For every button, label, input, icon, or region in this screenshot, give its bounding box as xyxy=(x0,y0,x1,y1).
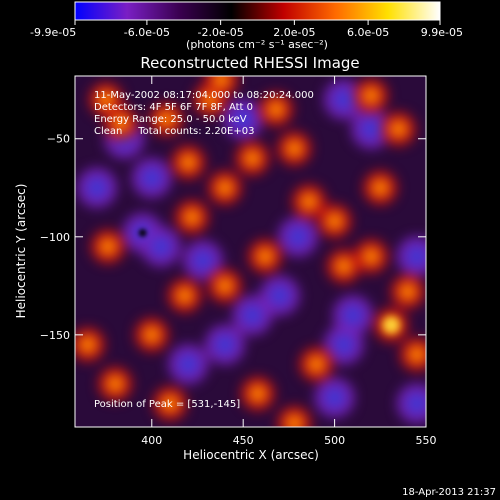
heatmap-cold-core xyxy=(361,118,382,139)
colorbar-tick-label: -9.9e-05 xyxy=(30,26,76,39)
colorbar-tick-label: -2.0e-05 xyxy=(198,26,244,39)
x-axis-title: Heliocentric X (arcsec) xyxy=(183,448,319,462)
heatmap-cold-core xyxy=(150,236,171,257)
x-tick-label: 550 xyxy=(416,434,437,447)
heatmap-cold-core xyxy=(233,109,254,130)
heatmap-hot-core xyxy=(325,212,344,231)
colorbar-tick-label: 6.0e-05 xyxy=(347,26,389,39)
heatmap-cold-core xyxy=(333,334,354,355)
heatmap-hot-core xyxy=(362,86,381,105)
heatmap-cold-core xyxy=(86,177,107,198)
heatmap-hot-core xyxy=(371,178,390,197)
heatmap-cold-core xyxy=(324,387,345,408)
annotation-detectors: Detectors: 4F 5F 6F 7F 8F, Att 0 xyxy=(94,102,253,113)
annotation-energy-range: Energy Range: 25.0 - 50.0 keV xyxy=(94,114,247,125)
heatmap-min xyxy=(138,228,147,237)
x-axis-ticks: 400 450 500 550 xyxy=(141,76,437,447)
heatmap-hot-core xyxy=(183,208,201,227)
heatmap-cold-core xyxy=(288,226,309,247)
heatmap-hot-core xyxy=(78,335,97,354)
colorbar-ticks xyxy=(74,20,441,25)
annotation-peak-position: Position of Peak = [531,-145] xyxy=(94,399,240,410)
heatmap-hot-core xyxy=(307,355,326,374)
heatmap-hot-core xyxy=(285,139,304,158)
heatmap-hot-core xyxy=(175,286,194,305)
heatmap-hot-core xyxy=(300,192,318,211)
heatmap-hot-core xyxy=(248,384,267,403)
colorbar-tick-label: 9.9e-05 xyxy=(421,26,463,39)
heatmap-peak xyxy=(383,317,400,334)
heatmap-hot-core xyxy=(97,90,116,109)
y-tick-label: −100 xyxy=(40,231,70,244)
heatmap-hot-core xyxy=(212,76,231,89)
colorbar-unit-label: (photons cm⁻² s⁻¹ asec⁻²) xyxy=(186,38,328,51)
heatmap-hot-core xyxy=(267,100,286,119)
heatmap-cold-core xyxy=(406,246,426,267)
heatmap-cold-core xyxy=(342,305,363,326)
heatmap-hot-core xyxy=(111,114,130,133)
heatmap-hot-core xyxy=(256,247,275,266)
y-tick-label: −50 xyxy=(47,133,70,146)
heatmap-area xyxy=(75,76,426,427)
heatmap-hot-core xyxy=(215,178,234,197)
heatmap-hot-core xyxy=(362,247,381,266)
heatmap-cold-core xyxy=(178,354,199,375)
colorbar-tick-label: -6.0e-05 xyxy=(124,26,170,39)
x-tick-label: 450 xyxy=(233,434,254,447)
heatmap-hot-core xyxy=(157,110,176,129)
heatmap-cold-core xyxy=(192,250,213,271)
heatmap-hot-core xyxy=(243,149,262,168)
colorbar-tick-label: 2.0e-05 xyxy=(273,26,315,39)
heatmap-hot-core xyxy=(98,237,117,256)
heatmap-cold-core xyxy=(141,167,162,188)
colorbar: -9.9e-05 -6.0e-05 -2.0e-05 2.0e-05 6.0e-05 9.… xyxy=(30,1,463,51)
heatmap-cold-core xyxy=(333,89,354,110)
heatmap-cold-core xyxy=(214,334,235,355)
heatmap-hot-core xyxy=(215,276,234,295)
heatmap-cold-core xyxy=(242,305,263,326)
plot-frame xyxy=(74,75,427,428)
annotation-clean-counts: Clean Total counts: 2.20E+03 xyxy=(94,126,254,137)
heatmap-hot-core xyxy=(285,414,304,427)
y-axis-ticks: −50 −100 −150 xyxy=(40,133,426,342)
heatmap-hot-core xyxy=(407,345,426,364)
footer-timestamp: 18-Apr-2013 21:37 xyxy=(402,487,496,498)
chart-title: Reconstructed RHESSI Image xyxy=(140,54,359,72)
heatmap-hot-core xyxy=(106,374,125,393)
y-axis-title: Heliocentric Y (arcsec) xyxy=(14,184,28,319)
heatmap-cold-core xyxy=(269,285,290,306)
colorbar-gradient xyxy=(74,1,441,21)
heatmap-cold-core xyxy=(406,393,426,414)
heatmap-hot-core xyxy=(398,282,417,301)
colorbar-tick-labels: -9.9e-05 -6.0e-05 -2.0e-05 2.0e-05 6.0e-05 9.… xyxy=(30,26,463,39)
annotation-time-range: 11-May-2002 08:17:04.000 to 08:20:24.000 xyxy=(94,90,314,101)
heatmap-hot-core xyxy=(334,257,353,276)
heatmap-hot-core xyxy=(179,153,198,172)
heatmap-hot-core xyxy=(142,325,161,344)
heatmap-hot-core xyxy=(389,119,408,138)
y-tick-label: −150 xyxy=(40,329,70,342)
x-tick-label: 400 xyxy=(141,434,162,447)
heatmap-hot-core xyxy=(161,394,180,413)
x-tick-label: 500 xyxy=(324,434,345,447)
annotation-block: 11-May-2002 08:17:04.000 to 08:20:24.000… xyxy=(94,90,314,410)
